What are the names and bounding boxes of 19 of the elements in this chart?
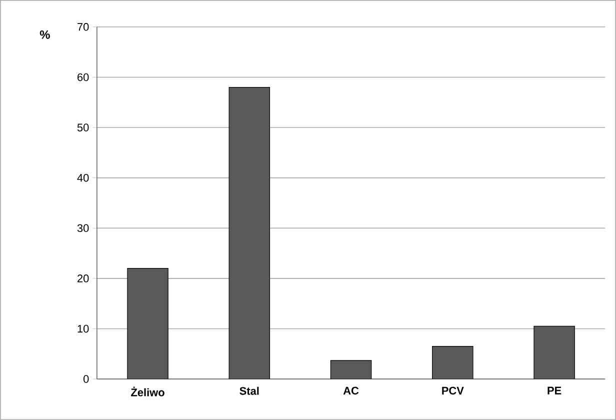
y-tick-label: 70	[78, 23, 89, 31]
bar	[228, 87, 270, 380]
y-tick-label: 50	[77, 124, 89, 132]
y-tick-label: 0	[83, 375, 89, 383]
y-axis-title: %	[40, 30, 50, 39]
bar	[127, 268, 168, 380]
x-tick-label: AC	[343, 386, 359, 395]
y-tick-label: 40	[77, 174, 89, 182]
x-tick-label: Żeliwo	[131, 386, 164, 396]
bar	[432, 346, 474, 380]
x-tick-label: PE	[548, 386, 562, 394]
x-tick-label: Stal	[240, 386, 259, 395]
y-tick-label: 10	[78, 324, 89, 333]
bar	[330, 360, 372, 380]
bar	[534, 326, 575, 380]
x-tick-label: PCV	[442, 386, 464, 395]
y-tick-label: 20	[78, 274, 89, 282]
y-tick-label: 30	[77, 224, 89, 232]
y-tick-label: 60	[78, 73, 89, 82]
